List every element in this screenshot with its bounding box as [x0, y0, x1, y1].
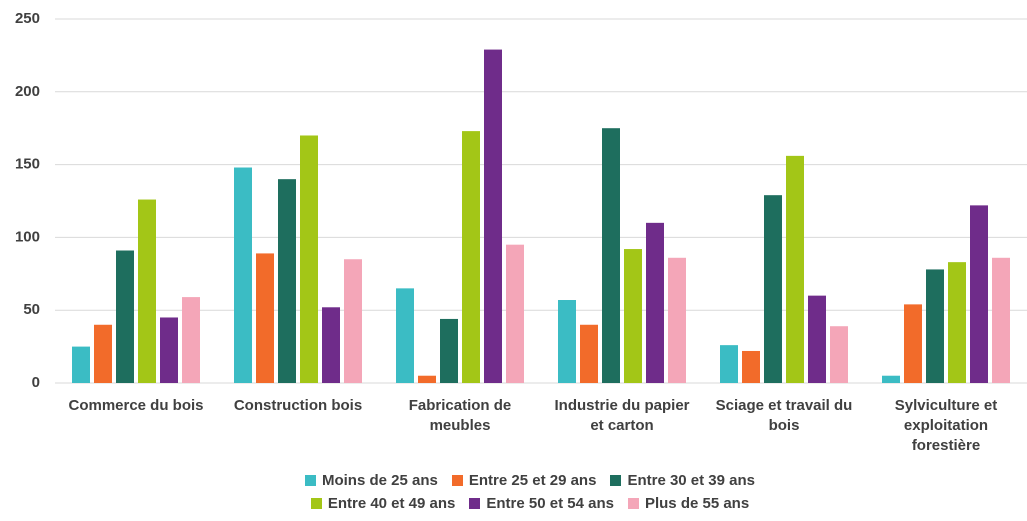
legend-label: Moins de 25 ans	[321, 472, 438, 489]
bar	[558, 300, 576, 383]
legend-item: Plus de 55 ans	[627, 495, 750, 512]
x-tick-label: Construction bois	[233, 397, 363, 414]
bar	[992, 257, 1010, 383]
legend-swatch	[304, 475, 316, 486]
bar	[116, 250, 134, 383]
legend-swatch	[627, 498, 639, 509]
legend-swatch	[310, 498, 322, 509]
bar	[94, 324, 112, 383]
legend-item: Entre 25 et 29 ans	[451, 472, 597, 489]
bar	[786, 155, 804, 383]
bar	[668, 257, 686, 383]
legend-item: Moins de 25 ans	[304, 472, 438, 489]
y-tick-label: 50	[23, 301, 40, 318]
bar	[926, 269, 944, 383]
bar	[646, 222, 664, 383]
x-tick-label: Sylviculture et exploitation forestière	[894, 397, 998, 454]
bar	[904, 304, 922, 383]
bar	[72, 346, 90, 383]
bar	[830, 326, 848, 383]
bar	[344, 259, 362, 383]
legend-label: Entre 30 et 39 ans	[627, 472, 756, 489]
x-tick-label: Sciage et travail du bois	[715, 397, 853, 434]
bar	[742, 350, 760, 383]
bar	[322, 307, 340, 383]
bar	[182, 297, 200, 383]
bar	[256, 253, 274, 383]
y-tick-label: 150	[15, 156, 40, 173]
x-tick-label: Fabrication de meubles	[408, 397, 512, 434]
bar	[278, 179, 296, 383]
x-tick-label: Industrie du papier et carton	[554, 397, 690, 434]
bar	[602, 128, 620, 383]
legend-swatch	[610, 475, 622, 486]
bar	[720, 345, 738, 383]
bar	[506, 244, 524, 383]
bar	[418, 375, 436, 383]
legend-item: Entre 40 et 49 ans	[310, 495, 456, 512]
bar	[300, 135, 318, 383]
bar	[970, 205, 988, 383]
legend-item: Entre 50 et 54 ans	[469, 495, 614, 512]
legend-label: Entre 25 et 29 ans	[468, 472, 597, 489]
bar	[462, 131, 480, 383]
legend: Moins de 25 ans Entre 25 et 29 ans Entre 3…	[250, 472, 810, 512]
x-tick-label: Commerce du bois	[68, 397, 204, 414]
bar	[580, 324, 598, 383]
bar	[808, 295, 826, 383]
legend-item: Entre 30 et 39 ans	[610, 472, 755, 489]
bar	[764, 195, 782, 383]
bar	[484, 49, 502, 384]
legend-label: Plus de 55 ans	[644, 495, 750, 512]
bar	[624, 249, 642, 383]
bar	[882, 375, 900, 383]
legend-swatch	[469, 498, 481, 509]
bar	[138, 199, 156, 383]
legend-label: Entre 50 et 54 ans	[486, 495, 614, 512]
bar	[440, 318, 458, 383]
legend-label: Entre 40 et 49 ans	[327, 495, 456, 512]
y-tick-label: 100	[15, 228, 40, 245]
bar	[396, 288, 414, 383]
y-tick-label: 200	[15, 83, 40, 100]
y-tick-label: 0	[32, 374, 40, 391]
bar	[160, 317, 178, 383]
bar	[234, 167, 252, 383]
bar	[948, 262, 966, 383]
y-tick-label: 250	[15, 10, 40, 27]
legend-swatch	[451, 475, 463, 486]
